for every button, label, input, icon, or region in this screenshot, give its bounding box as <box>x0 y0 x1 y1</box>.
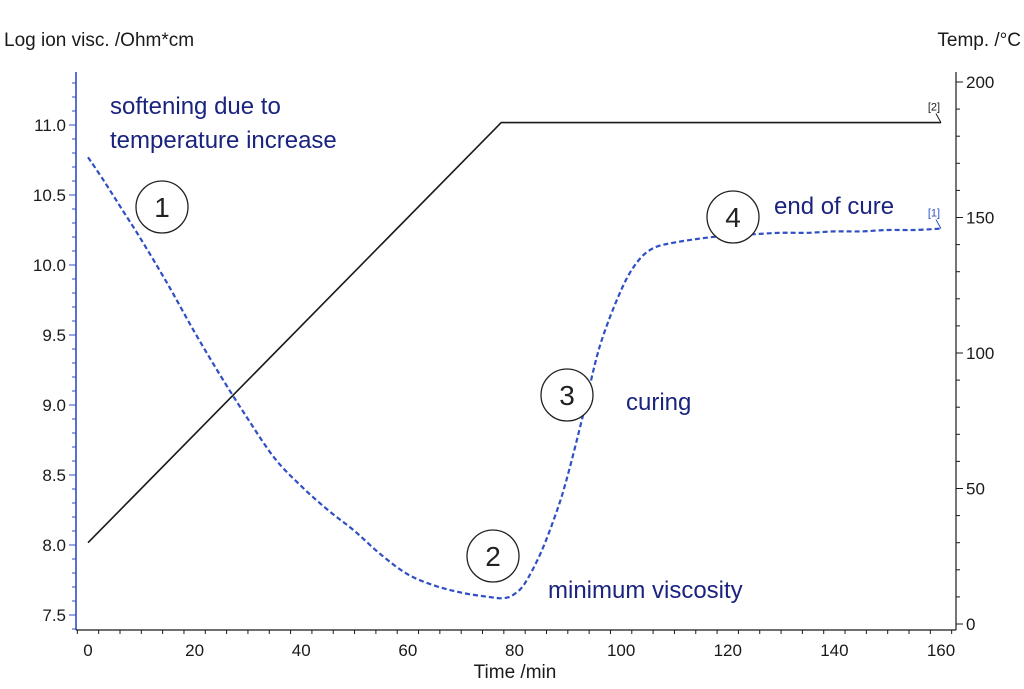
annotation-marker-2: 2 <box>485 541 501 572</box>
x-tick-label: 60 <box>398 641 417 660</box>
annotation-layer: 1 softening due to temperature increase 2 mi… <box>110 93 894 604</box>
x-tick-label: 40 <box>292 641 311 660</box>
series-tag-leader <box>935 113 942 123</box>
y-left-tick-label: 7.5 <box>42 606 66 625</box>
annotation-label-4: end of cure <box>774 193 894 220</box>
series-layer: [1] [2] <box>87 102 942 600</box>
x-tick-label: 120 <box>714 641 742 660</box>
annotation-circle-3 <box>540 368 594 422</box>
y-left-tick-label: 10.0 <box>33 256 66 275</box>
series-tag-1: [1] <box>928 208 940 220</box>
y-right-axis-title: Temp. /°C <box>937 30 1021 51</box>
y-left-tick-label: 11.0 <box>34 116 66 135</box>
annotation-circle-2 <box>466 529 520 583</box>
x-tick-label: 160 <box>927 641 955 660</box>
x-tick-label: 140 <box>820 641 848 660</box>
y-right-tick-label: 150 <box>966 209 994 228</box>
x-tick-label: 0 <box>83 641 92 660</box>
y-left-tick-label: 8.5 <box>42 466 66 485</box>
annotation-marker-1: 1 <box>154 192 170 223</box>
y-left-tick-label: 8.0 <box>42 536 66 555</box>
y-right-tick-label: 200 <box>966 73 994 92</box>
y-left-tick-label: 10.5 <box>33 186 66 205</box>
x-tick-label: 20 <box>185 641 204 660</box>
x-axis-title: Time /min <box>474 662 557 683</box>
annotation-marker-3: 3 <box>559 380 575 411</box>
y-left-tick-label: 9.0 <box>42 396 66 415</box>
annotation-label-1: softening due to <box>110 93 281 120</box>
series-tag-leader <box>935 219 942 229</box>
y-left-axis-title: Log ion visc. /Ohm*cm <box>4 30 194 51</box>
y-right-tick-label: 50 <box>966 480 985 499</box>
y-right-tick-label: 0 <box>966 615 975 634</box>
x-tick-label: 100 <box>607 641 635 660</box>
series-tag-2: [2] <box>928 102 940 114</box>
annotation-circle-1 <box>135 180 189 234</box>
axes: 7.5 8.0 8.5 9.0 9.5 10.0 10.5 11.0 0 50 100 150 200 0… <box>33 72 994 660</box>
y-right-tick-label: 100 <box>966 344 994 363</box>
annotation-label-1: temperature increase <box>110 127 337 154</box>
x-tick-label: 80 <box>505 641 524 660</box>
series-line-1 <box>87 156 942 600</box>
annotation-label-2: minimum viscosity <box>548 577 743 604</box>
annotation-label-3: curing <box>626 389 691 416</box>
series-line-2 <box>87 121 941 544</box>
y-left-tick-label: 9.5 <box>42 326 66 345</box>
annotation-circle-4 <box>706 190 760 244</box>
annotation-marker-4: 4 <box>725 202 741 233</box>
